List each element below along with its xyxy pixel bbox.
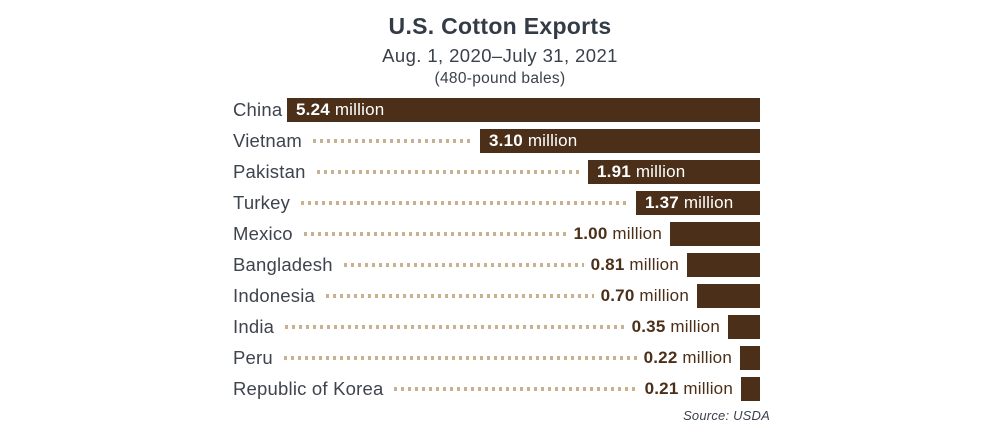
bar-row: Pakistan 1.91 million [233, 156, 760, 187]
leader-dots [301, 200, 628, 205]
value-label-outside: 0.70 million [600, 285, 689, 305]
leader-dots [317, 169, 580, 174]
bar: 5.24 million [287, 97, 760, 122]
bar-row: Mexico 1.00 million [233, 218, 760, 249]
country-label: Bangladesh [233, 253, 333, 275]
value-label-inside: 1.91 million [597, 161, 686, 181]
source-note: Source: USDA [683, 408, 770, 423]
bar-row: Turkey 1.37 million [233, 187, 760, 218]
country-label: Peru [233, 346, 273, 368]
country-label: Mexico [233, 222, 293, 244]
bar [728, 314, 760, 339]
value-label-outside: 0.21 million [644, 378, 733, 398]
value-label-outside: 0.35 million [631, 316, 720, 336]
value-label-inside: 5.24 million [296, 99, 385, 119]
leader-dots [394, 386, 638, 391]
bar-row: Republic of Korea 0.21 million [233, 373, 760, 404]
bar-chart: China 5.24 million Vietnam 3.10 million … [233, 94, 760, 404]
country-label: Republic of Korea [233, 377, 384, 399]
unit-note: (480-pound bales) [434, 70, 566, 87]
bar-row: Indonesia 0.70 million [233, 280, 760, 311]
leader-dots [344, 262, 584, 267]
country-label: Indonesia [233, 284, 316, 306]
bar-row: India 0.35 million [233, 311, 760, 342]
bar: 1.37 million [636, 190, 760, 215]
country-label: China [233, 98, 283, 120]
leader-dots [284, 355, 637, 360]
value-label-outside: 0.81 million [590, 254, 679, 274]
value-label-outside: 1.00 million [573, 223, 662, 243]
bar-row: China 5.24 million [233, 94, 760, 125]
bar [687, 252, 760, 277]
value-label-inside: 1.37 million [645, 192, 734, 212]
bar [740, 345, 760, 370]
country-label: India [233, 315, 275, 337]
bar: 1.91 million [588, 159, 760, 184]
bar-row: Bangladesh 0.81 million [233, 249, 760, 280]
leader-dots [304, 231, 567, 236]
bar [741, 376, 760, 401]
bar: 3.10 million [480, 128, 760, 153]
country-label: Turkey [233, 191, 291, 213]
country-label: Vietnam [233, 129, 302, 151]
chart-title: U.S. Cotton Exports [388, 13, 612, 39]
bar [670, 221, 760, 246]
country-label: Pakistan [233, 160, 306, 182]
value-label-inside: 3.10 million [489, 130, 578, 150]
bar-row: Peru 0.22 million [233, 342, 760, 373]
chart-header: U.S. Cotton Exports Aug. 1, 2020–July 31… [0, 13, 1000, 88]
leader-dots [326, 293, 594, 298]
bar-row: Vietnam 3.10 million [233, 125, 760, 156]
value-label-outside: 0.22 million [643, 347, 732, 367]
leader-dots [313, 138, 472, 143]
bar [697, 283, 760, 308]
leader-dots [285, 324, 625, 329]
chart-subtitle: Aug. 1, 2020–July 31, 2021 [382, 45, 618, 66]
